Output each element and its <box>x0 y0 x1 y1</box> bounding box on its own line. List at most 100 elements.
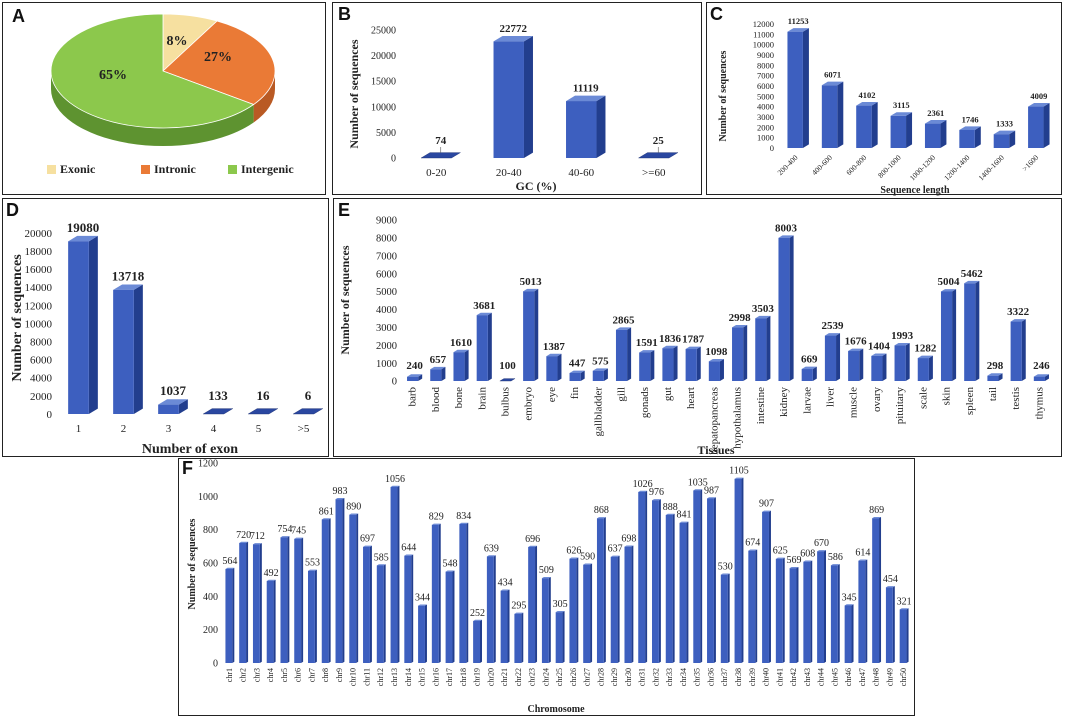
x-tick-label-f-chr9: chr9 <box>335 668 344 682</box>
bar-f-chr46 <box>844 605 852 663</box>
bar-top-d-2 <box>113 284 143 290</box>
data-label-f-chr12: 585 <box>374 552 389 563</box>
bar-top-f-chr46 <box>844 604 854 606</box>
bar-e-fin <box>569 373 581 381</box>
y-tick-label-d-4000: 4000 <box>30 373 53 385</box>
x-tick-label-e-hypothalamus: hypothalamus <box>732 387 744 449</box>
x-tick-label-f-chr10: chr10 <box>349 668 358 686</box>
bar-c-1600 <box>1028 106 1044 148</box>
bar-top-f-chr29 <box>610 555 620 557</box>
x-tick-label-e-kidney: kidney <box>778 387 790 417</box>
bar-side-f-chr40 <box>768 510 771 663</box>
y-tick-label-c-3000: 3000 <box>757 112 774 122</box>
data-label-f-chr34: 841 <box>676 510 691 521</box>
bar-f-chr44 <box>817 551 824 663</box>
bar-f-chr14 <box>404 555 412 663</box>
bar-side-e-gut <box>673 345 678 381</box>
bar-e-kidney <box>778 237 790 381</box>
pie-slice-intronic <box>162 20 276 105</box>
bar-side-e-spleen <box>975 280 980 381</box>
y-tick-label-c-2000: 2000 <box>757 122 774 132</box>
bar-f-chr7 <box>308 570 315 663</box>
bar-f-chr28 <box>596 518 604 663</box>
bar-top-c-600-800 <box>856 102 878 106</box>
x-tick-label-f-chr26: chr26 <box>569 668 578 686</box>
data-label-e-spleen: 5462 <box>961 268 984 280</box>
bar-b-20-40 <box>493 41 524 158</box>
y-tick-label-e-0: 0 <box>392 377 397 388</box>
data-label-f-chr6: 745 <box>291 526 306 537</box>
x-tick-label-e-spleen: spleen <box>964 387 976 416</box>
data-label-d-1: 19080 <box>67 220 100 235</box>
bar-side-b-40-60 <box>596 95 606 158</box>
data-label-e-kidney: 8003 <box>775 222 798 234</box>
bar-f-chr13 <box>390 487 398 663</box>
bar-f-chr20 <box>486 556 494 663</box>
y-axis-title-c: Number of sequences <box>718 50 729 141</box>
bar-side-e-fin <box>580 370 585 381</box>
data-label-b-20-40: 22772 <box>500 23 528 35</box>
x-tick-label-f-chr35: chr35 <box>693 668 702 686</box>
bar-f-chr48 <box>872 518 880 663</box>
data-label-f-chr37: 530 <box>718 561 733 572</box>
bar-top-f-chr17 <box>445 570 455 572</box>
legend-label-intergenic: Intergenic <box>241 162 294 176</box>
x-tick-label-d-4: 4 <box>211 423 217 435</box>
bar-e-heart <box>685 349 697 381</box>
bar-f-chr34 <box>679 522 687 663</box>
bar-top-f-chr28 <box>596 517 606 519</box>
data-label-e-embryo: 5013 <box>520 276 543 288</box>
bar-top-c-1600 <box>1028 102 1050 107</box>
x-tick-label-f-chr19: chr19 <box>473 668 482 686</box>
bar-top-f-chr30 <box>624 545 634 547</box>
bar-e-muscle <box>848 351 860 381</box>
bar-e-larvae <box>801 369 813 381</box>
y-tick-label-c-9000: 9000 <box>757 50 774 60</box>
data-label-f-chr15: 344 <box>415 592 430 603</box>
data-label-c-800-1000: 3115 <box>893 100 910 110</box>
data-label-f-chr28: 868 <box>594 505 609 516</box>
bar-side-f-chr32 <box>658 499 661 663</box>
bar-f-chr26 <box>569 558 577 663</box>
x-tick-label-e-gill: gill <box>616 387 628 402</box>
bar-top-f-chr43 <box>803 560 813 562</box>
y-tick-label-e-8000: 8000 <box>376 234 397 245</box>
x-tick-label-d-1: 1 <box>76 423 82 435</box>
bar-side-e-ovary <box>882 353 887 381</box>
x-tick-label-f-chr37: chr37 <box>720 668 729 686</box>
y-tick-label-f-400: 400 <box>203 592 218 603</box>
chart-d: 0 2000 4000 6000 8000 10000 12000 14000 16000 180… <box>10 220 324 457</box>
data-label-c-200-400: 11253 <box>788 16 809 26</box>
data-label-f-chr4: 492 <box>264 568 279 579</box>
x-tick-label-c-600-800: 600-800 <box>844 153 868 177</box>
x-tick-label-f-chr1: chr1 <box>225 668 234 682</box>
y-tick-label-c-0: 0 <box>770 143 774 153</box>
data-label-e-muscle: 1676 <box>845 336 868 348</box>
x-tick-label-f-chr13: chr13 <box>390 668 399 686</box>
bar-e-ovary <box>871 355 883 381</box>
bar-f-chr36 <box>707 498 714 663</box>
data-label-c-1200-1400: 1746 <box>962 114 979 124</box>
x-tick-label-f-chr12: chr12 <box>376 668 385 686</box>
bar-top-f-chr12 <box>376 564 386 566</box>
x-tick-label-f-chr32: chr32 <box>651 668 660 686</box>
x-tick-label-c-1000-1200: 1000-1200 <box>908 153 938 183</box>
bar-side-f-chr7 <box>314 569 317 663</box>
bar-side-f-chr25 <box>562 610 565 663</box>
panel-label-b: B <box>338 4 351 24</box>
bar-top-d-1 <box>68 235 98 242</box>
bar-f-chr12 <box>376 565 384 663</box>
bar-top-e-spleen <box>964 280 980 284</box>
bar-d-3 <box>158 404 179 414</box>
bar-side-f-chr50 <box>906 608 909 663</box>
bar-top-e-brain <box>476 312 492 316</box>
bar-side-f-chr39 <box>755 549 758 663</box>
bar-side-e-pituitary <box>905 342 910 381</box>
data-label-f-chr2: 720 <box>236 530 251 541</box>
bar-side-f-chr29 <box>617 555 620 663</box>
bar-side-e-testis <box>1021 319 1026 381</box>
x-tick-label-b-40-60: 40-60 <box>568 167 594 179</box>
y-tick-label-e-7000: 7000 <box>376 251 397 262</box>
bar-side-f-chr45 <box>837 564 840 663</box>
bar-side-f-chr21 <box>507 589 510 663</box>
